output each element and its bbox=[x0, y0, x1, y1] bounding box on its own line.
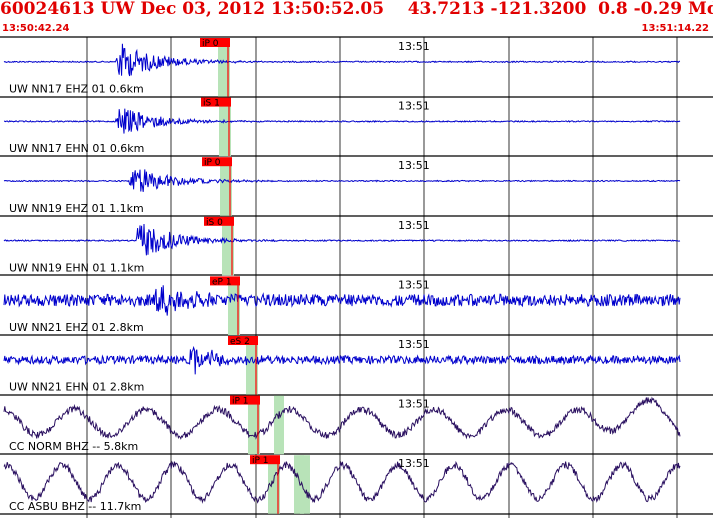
pick-window bbox=[218, 38, 230, 97]
pick-label-box[interactable] bbox=[250, 455, 280, 465]
window-end-time: 13:51:14.22 bbox=[641, 23, 709, 34]
pick-window bbox=[219, 97, 231, 157]
station-label: UW NN17 EHZ 01 0.6km bbox=[9, 83, 144, 96]
trace-time-label: 13:51 bbox=[398, 40, 430, 53]
pick-label: iP 0 bbox=[202, 39, 219, 49]
waveform-trace[interactable] bbox=[3, 396, 681, 440]
pick-window bbox=[228, 276, 240, 335]
pick-label-box[interactable] bbox=[204, 216, 234, 226]
event-header-title: 60024613 UW Dec 03, 2012 13:50:52.05 43.… bbox=[0, 0, 713, 19]
pick-window bbox=[268, 455, 280, 514]
trace-time-label: 13:51 bbox=[398, 398, 430, 411]
station-label: UW NN19 EHZ 01 1.1km bbox=[9, 202, 144, 215]
pick-window bbox=[248, 395, 260, 455]
station-label: CC ASBU BHZ -- 11.7km bbox=[9, 500, 141, 513]
pick-label: iS 0 bbox=[206, 218, 223, 228]
trace-time-label: 13:51 bbox=[398, 219, 430, 232]
waveform-trace[interactable] bbox=[3, 108, 681, 134]
pick-window bbox=[274, 395, 284, 455]
pick-window bbox=[246, 336, 258, 395]
pick-label-box[interactable] bbox=[200, 38, 230, 47]
pick-label: eP 1 bbox=[212, 277, 232, 287]
pick-label-box[interactable] bbox=[202, 157, 232, 167]
pick-label: iS 1 bbox=[203, 99, 220, 109]
waveform-trace[interactable] bbox=[3, 345, 681, 375]
pick-label-box[interactable] bbox=[201, 97, 231, 107]
waveform-trace[interactable] bbox=[3, 43, 681, 77]
station-label: UW NN21 EHN 01 2.8km bbox=[9, 381, 144, 394]
station-label: UW NN21 EHZ 01 2.8km bbox=[9, 321, 144, 334]
pick-label: iP 0 bbox=[204, 158, 221, 168]
pick-label-box[interactable] bbox=[210, 276, 240, 286]
pick-window bbox=[220, 157, 232, 216]
trace-time-label: 13:51 bbox=[398, 159, 430, 172]
station-label: UW NN17 EHN 01 0.6km bbox=[9, 142, 144, 155]
pick-window bbox=[300, 455, 310, 514]
trace-time-label: 13:51 bbox=[398, 457, 430, 470]
waveform-trace[interactable] bbox=[3, 169, 681, 192]
trace-time-label: 13:51 bbox=[398, 278, 430, 291]
waveform-trace[interactable] bbox=[3, 223, 681, 256]
pick-label: eS 2 bbox=[230, 337, 250, 347]
pick-label: iP 1 bbox=[252, 456, 269, 466]
waveform-trace[interactable] bbox=[3, 460, 681, 504]
station-label: CC NORM BHZ -- 5.8km bbox=[9, 440, 138, 453]
station-label: UW NN19 EHN 01 1.1km bbox=[9, 261, 144, 274]
window-start-time: 13:50:42.24 bbox=[2, 23, 70, 34]
trace-time-label: 13:51 bbox=[398, 338, 430, 351]
pick-window bbox=[222, 216, 234, 276]
pick-label-box[interactable] bbox=[228, 336, 258, 345]
pick-label: iP 1 bbox=[232, 397, 249, 407]
trace-time-label: 13:51 bbox=[398, 100, 430, 113]
pick-window bbox=[294, 455, 304, 514]
waveform-trace[interactable] bbox=[3, 285, 681, 316]
pick-label-box[interactable] bbox=[230, 395, 260, 405]
